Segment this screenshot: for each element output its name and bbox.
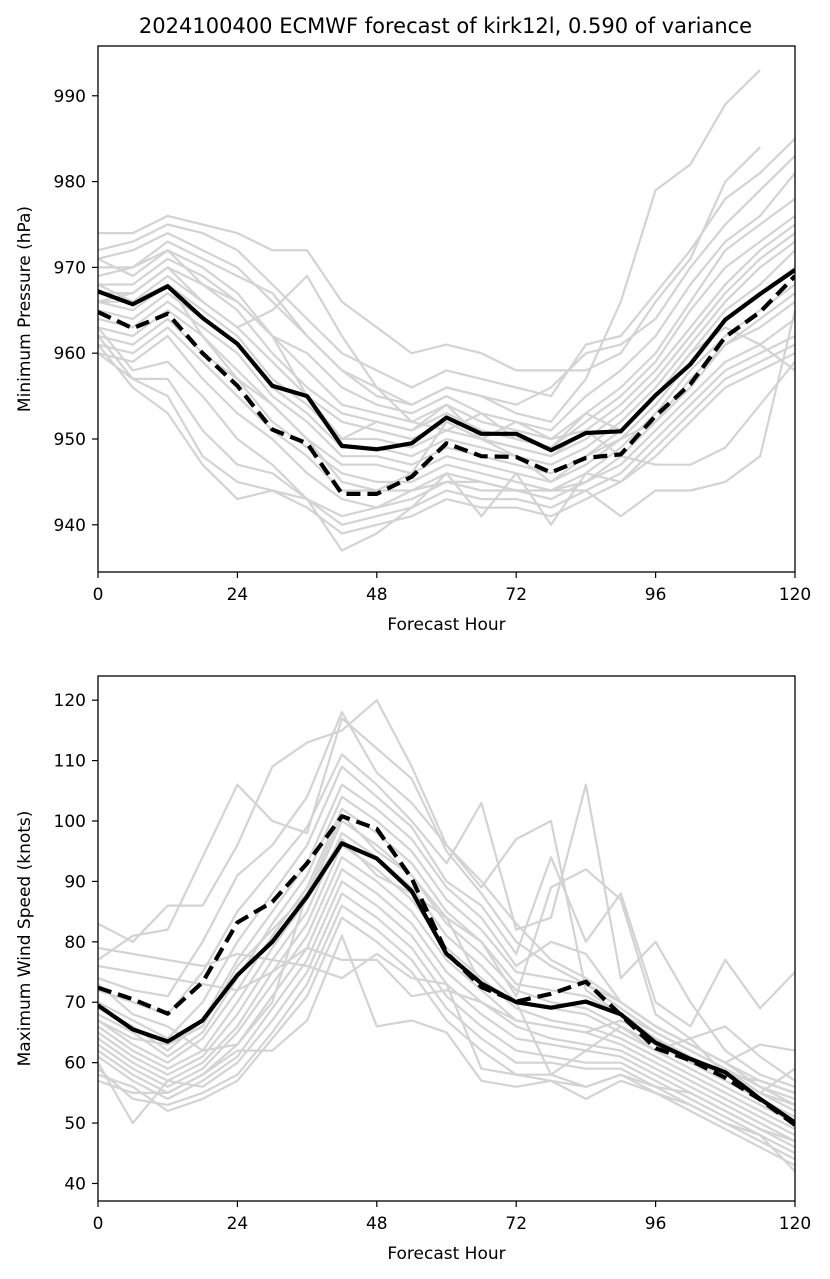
ensemble-member-line bbox=[98, 795, 795, 1106]
ensemble-member-line bbox=[98, 172, 795, 432]
ensemble-member-line bbox=[98, 266, 795, 483]
solid-mean-line bbox=[98, 841, 795, 1125]
y-tick-label: 110 bbox=[54, 752, 86, 772]
ensemble-member-line bbox=[98, 137, 795, 398]
ensemble-member-line bbox=[98, 215, 795, 449]
ensemble-member-line bbox=[98, 266, 795, 449]
y-axis-label: Minimum Pressure (hPa) bbox=[15, 206, 35, 412]
pressure-panel: 0 24 48 72 96 120 940 950 960 970 980 990 Forecast H… bbox=[15, 14, 811, 635]
ensemble-member-line bbox=[98, 326, 795, 526]
ensemble-member-line bbox=[98, 916, 795, 1167]
axes-frame bbox=[97, 45, 796, 573]
x-tick-label: 72 bbox=[505, 1214, 527, 1234]
ensemble-member-line bbox=[98, 146, 761, 372]
x-tick-label: 24 bbox=[227, 1214, 249, 1234]
y-axis-label: Maximum Wind Speed (knots) bbox=[15, 811, 35, 1067]
ensemble-member-line bbox=[98, 717, 795, 1100]
ensemble-member-line bbox=[98, 711, 795, 1106]
y-tick-label: 50 bbox=[64, 1114, 86, 1134]
x-tick-label: 48 bbox=[366, 585, 388, 605]
ensemble-member-line bbox=[98, 934, 795, 1173]
ensemble-member-line bbox=[98, 868, 795, 1143]
y-tick-label: 100 bbox=[54, 812, 86, 832]
x-tick-label: 0 bbox=[93, 585, 104, 605]
y-tick-label: 90 bbox=[64, 872, 86, 892]
x-tick-label: 96 bbox=[645, 585, 667, 605]
dashed-forecast-line bbox=[98, 274, 795, 496]
y-tick-label: 940 bbox=[54, 516, 86, 536]
chart-title: 2024100400 ECMWF forecast of kirk12l, 0.… bbox=[139, 14, 752, 38]
x-axis-label: Forecast Hour bbox=[387, 1244, 505, 1264]
ensemble-member-line bbox=[98, 343, 795, 552]
plot-area bbox=[98, 699, 795, 1173]
y-tick-label: 980 bbox=[54, 173, 86, 193]
x-axis-label: Forecast Hour bbox=[387, 615, 505, 635]
ensemble-member-line bbox=[98, 765, 795, 1040]
wind-panel: 0 24 48 72 96 120 40 50 60 70 80 90 100 110 120 Forecas… bbox=[15, 675, 811, 1264]
x-tick-label: 96 bbox=[645, 1214, 667, 1234]
y-tick-label: 120 bbox=[54, 691, 86, 711]
ensemble-member-line bbox=[98, 832, 795, 1125]
solid-mean-line bbox=[98, 268, 795, 453]
x-tick-label: 48 bbox=[366, 1214, 388, 1234]
y-tick-label: 60 bbox=[64, 1054, 86, 1074]
ensemble-member-line bbox=[98, 807, 795, 1112]
ensemble-member-line bbox=[98, 892, 795, 1155]
y-tick-label: 970 bbox=[54, 258, 86, 278]
ensemble-member-line bbox=[98, 335, 795, 535]
y-tick-label: 80 bbox=[64, 933, 86, 953]
plot-area bbox=[98, 69, 795, 552]
ensemble-member-line bbox=[98, 904, 795, 1161]
y-tick-label: 70 bbox=[64, 993, 86, 1013]
ensemble-member-line bbox=[98, 880, 795, 1149]
ensemble-member-line bbox=[98, 310, 795, 518]
x-tick-label: 120 bbox=[779, 585, 811, 605]
ensemble-member-line bbox=[98, 283, 795, 492]
ensemble-member-line bbox=[98, 819, 795, 1118]
ensemble-member-line bbox=[98, 69, 761, 423]
y-tick-label: 960 bbox=[54, 344, 86, 364]
ensemble-member-line bbox=[98, 155, 795, 406]
x-tick-label: 24 bbox=[227, 585, 249, 605]
y-tick-label: 40 bbox=[64, 1174, 86, 1194]
dashed-forecast-line bbox=[98, 814, 795, 1127]
ensemble-member-line bbox=[98, 249, 795, 466]
y-tick-label: 950 bbox=[54, 430, 86, 450]
ensemble-member-line bbox=[98, 946, 795, 1143]
x-tick-label: 0 bbox=[93, 1214, 104, 1234]
ensemble-member-line bbox=[98, 753, 795, 1088]
x-tick-label: 120 bbox=[779, 1214, 811, 1234]
axes-frame bbox=[97, 675, 796, 1202]
ensemble-member-line bbox=[98, 856, 795, 1137]
ensemble-member-line bbox=[98, 283, 795, 492]
x-tick-label: 72 bbox=[505, 585, 527, 605]
ensemble-member-line bbox=[98, 783, 795, 1064]
y-tick-label: 990 bbox=[54, 87, 86, 107]
